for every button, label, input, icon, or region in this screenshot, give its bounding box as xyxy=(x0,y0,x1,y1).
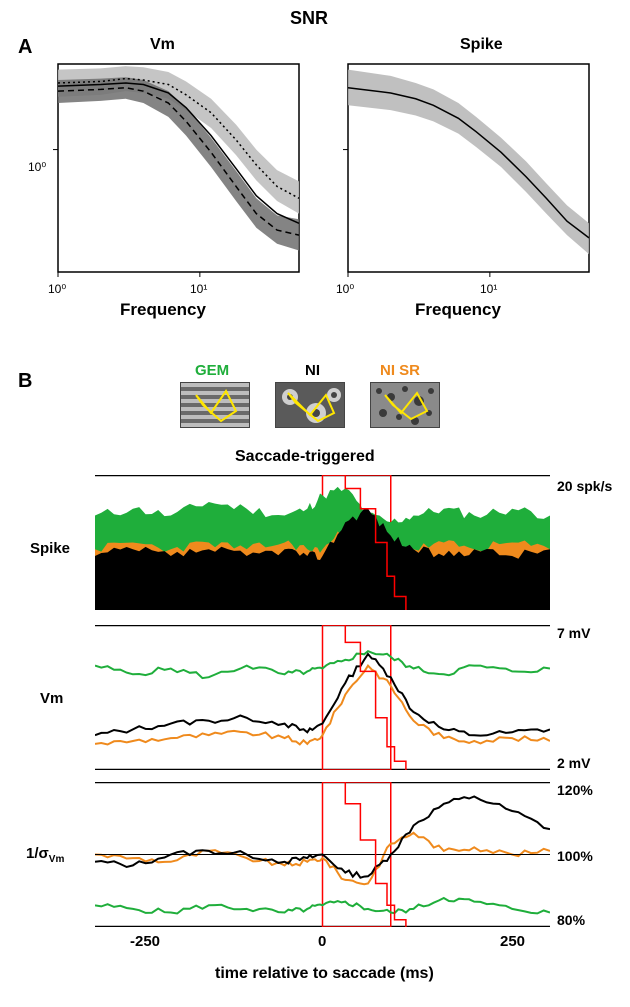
scale-vm-top: 7 mV xyxy=(557,625,590,641)
thumb-label-ni: NI xyxy=(305,362,320,379)
xlabel-a-right: Frequency xyxy=(415,300,501,320)
xtick-a-right-0: 10⁰ xyxy=(336,282,354,296)
scale-inv-top: 120% xyxy=(557,782,593,798)
thumb-gem-svg xyxy=(181,383,250,428)
xlabel-b: time relative to saccade (ms) xyxy=(215,965,434,983)
thumb-label-nisr: NI SR xyxy=(380,362,420,379)
ytick-a-left: 10⁰ xyxy=(28,160,46,174)
chart-invstd xyxy=(95,782,550,927)
xtick-a-right-1: 10¹ xyxy=(480,282,497,296)
chart-vm xyxy=(95,625,550,770)
thumb-gem xyxy=(180,382,250,428)
section-title-b: Saccade-triggered xyxy=(235,448,375,466)
row-label-invstd: 1/σVm xyxy=(26,845,64,865)
row-label-vm: Vm xyxy=(40,690,63,707)
thumb-ni xyxy=(275,382,345,428)
scale-spike: 20 spk/s xyxy=(557,478,612,494)
panel-a-title: SNR xyxy=(290,8,328,29)
xlabel-a-left: Frequency xyxy=(120,300,206,320)
scale-inv-mid: 100% xyxy=(557,848,593,864)
xtick-b-1: 0 xyxy=(318,933,326,950)
thumb-nisr-svg xyxy=(371,383,440,428)
chart-snr-spike xyxy=(340,58,595,278)
panel-a-right-title: Spike xyxy=(460,36,503,54)
panel-b-label: B xyxy=(18,370,32,393)
chart-snr-vm xyxy=(50,58,305,278)
panel-a-label: A xyxy=(18,36,32,59)
xtick-b-0: -250 xyxy=(130,933,160,950)
xtick-a-left-0: 10⁰ xyxy=(48,282,66,296)
scale-vm-bottom: 2 mV xyxy=(557,755,590,771)
xtick-a-left-1: 10¹ xyxy=(190,282,207,296)
chart-spike xyxy=(95,475,550,610)
thumb-ni-svg xyxy=(276,383,345,428)
thumb-nisr xyxy=(370,382,440,428)
xtick-b-2: 250 xyxy=(500,933,525,950)
row-label-spike: Spike xyxy=(30,540,70,557)
thumb-label-gem: GEM xyxy=(195,362,229,379)
panel-a-left-title: Vm xyxy=(150,36,175,54)
figure-root: A SNR Vm Spike 10⁰ 10⁰ 10¹ 10⁰ 10¹ Frequ… xyxy=(0,0,630,1007)
scale-inv-bottom: 80% xyxy=(557,912,585,928)
